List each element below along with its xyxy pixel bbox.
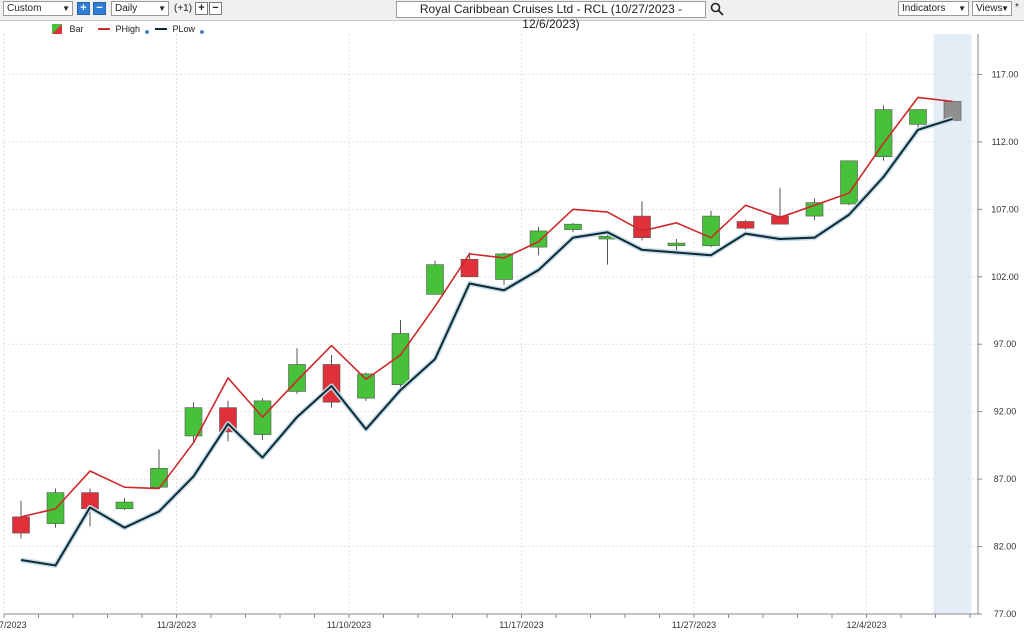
x-tick-label: 11/10/2023 <box>327 620 371 630</box>
interval-dropdown-label: Daily <box>115 3 138 14</box>
plow-legend-line <box>155 27 167 30</box>
plow-line-glow <box>20 116 954 568</box>
y-tick-label: 77.00 <box>994 609 1017 619</box>
toolbar: Custom ▼ + − Daily ▼ (+1) + − Royal Cari… <box>0 0 1024 31</box>
indicators-dropdown-label: Indicators <box>902 3 946 14</box>
y-tick-label: 82.00 <box>994 542 1017 552</box>
candle-body <box>943 101 962 121</box>
views-star: * <box>1015 2 1019 13</box>
range-dropdown[interactable]: Custom ▼ <box>3 1 73 16</box>
candle-body <box>702 215 720 247</box>
decrease-offset-button[interactable]: − <box>209 2 222 15</box>
bar-legend-icon <box>52 23 62 34</box>
candle-body <box>667 242 686 247</box>
views-dropdown[interactable]: Views ▼ <box>972 1 1012 16</box>
candle-body <box>564 223 582 230</box>
legend-bar[interactable]: Bar <box>52 23 84 37</box>
search-icon[interactable] <box>710 2 724 16</box>
legend-plow-label: PLow <box>172 23 196 34</box>
candle-body <box>12 516 30 534</box>
candle-body <box>150 468 168 488</box>
y-tick-label: 92.00 <box>994 407 1017 417</box>
symbol-title-text: Royal Caribbean Cruises Ltd - RCL (10/27… <box>419 2 683 31</box>
legend-phigh[interactable]: PHigh <box>98 23 149 37</box>
projection-shade <box>933 34 972 614</box>
phigh-legend-line <box>98 27 110 30</box>
chevron-down-icon: ▼ <box>158 4 166 13</box>
candle-body <box>495 253 513 280</box>
candle-body <box>840 160 858 205</box>
legend-plow[interactable]: PLow <box>155 23 204 37</box>
range-dropdown-label: Custom <box>7 3 42 14</box>
candle-body <box>184 407 203 437</box>
candle-body <box>771 215 789 225</box>
y-tick-label: 107.00 <box>991 204 1019 214</box>
price-chart[interactable]: 117.00 112.00 107.00 102.00 97.00 92.00 87.00 8… <box>0 20 1024 633</box>
x-tick-label: 11/3/2023 <box>157 620 196 630</box>
chevron-down-icon: ▼ <box>1001 4 1009 13</box>
candle-body <box>115 501 134 510</box>
candle-body <box>426 264 444 295</box>
zoom-out-button[interactable]: − <box>93 2 106 15</box>
settings-dot-icon[interactable] <box>144 29 149 34</box>
y-tick-label: 117.00 <box>992 69 1019 79</box>
candle-body <box>874 109 893 158</box>
chevron-down-icon: ▼ <box>62 4 70 13</box>
y-tick-label: 112.00 <box>992 137 1019 147</box>
candle-body <box>909 109 927 125</box>
y-tick-label: 97.00 <box>994 339 1017 349</box>
candle-body <box>736 221 755 229</box>
y-tick-label: 87.00 <box>994 474 1017 484</box>
x-tick-label: 10/27/2023 <box>0 620 27 630</box>
offset-label: (+1) <box>174 3 193 14</box>
symbol-title[interactable]: Royal Caribbean Cruises Ltd - RCL (10/27… <box>396 1 706 31</box>
y-tick-label: 102.00 <box>991 272 1019 282</box>
indicators-dropdown[interactable]: Indicators ▼ <box>898 1 969 16</box>
interval-dropdown[interactable]: Daily ▼ <box>111 1 169 16</box>
phigh-line <box>20 96 953 518</box>
x-tick-label: 12/4/2023 <box>846 620 886 630</box>
settings-dot-icon[interactable] <box>199 29 204 34</box>
x-tick-label: 11/27/2023 <box>672 620 716 630</box>
plow-line <box>20 118 953 567</box>
increase-offset-button[interactable]: + <box>195 2 208 15</box>
zoom-in-button[interactable]: + <box>77 2 90 15</box>
legend-phigh-label: PHigh <box>115 23 141 34</box>
candle-body <box>357 373 375 399</box>
legend-bar-label: Bar <box>69 23 84 34</box>
chevron-down-icon: ▼ <box>958 4 966 13</box>
views-dropdown-label: Views <box>976 3 1003 14</box>
candle-body <box>391 333 410 385</box>
x-tick-label: 11/17/2023 <box>499 620 543 630</box>
